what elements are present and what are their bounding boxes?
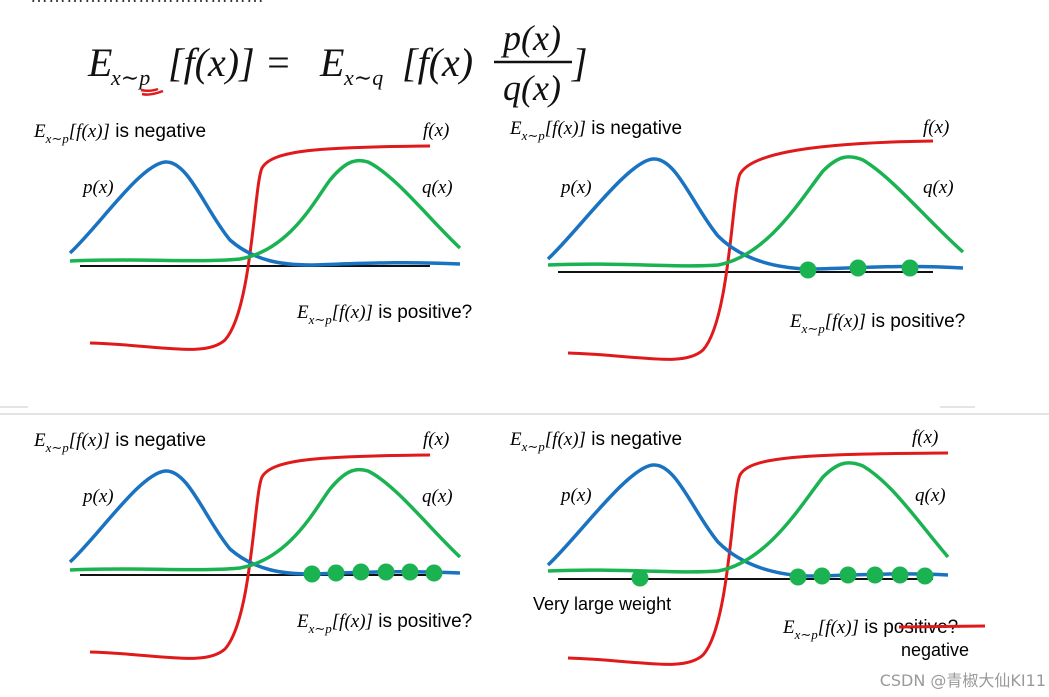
sample-point bbox=[799, 261, 817, 279]
sample-point bbox=[352, 563, 370, 581]
formula-lhs-subscript: x∼p bbox=[110, 65, 150, 90]
f-curve bbox=[567, 451, 949, 666]
pos-expectation-label: Ex∼p[f(x)] is positive? bbox=[782, 617, 958, 642]
panel-1: Ex∼p[f(x)] is negative f(x) p(x) q(x) Ex… bbox=[33, 120, 472, 351]
f-curve bbox=[89, 453, 431, 660]
neg-expectation-label: Ex∼p[f(x)] is negative bbox=[509, 118, 682, 143]
p-label: p(x) bbox=[81, 486, 114, 507]
sample-point bbox=[377, 563, 395, 581]
p-label: p(x) bbox=[559, 177, 592, 198]
neg-expectation-label: Ex∼p[f(x)] is negative bbox=[33, 430, 206, 455]
sample-point bbox=[401, 563, 419, 581]
formula-rhs-subscript: x∼q bbox=[343, 65, 383, 90]
formula-fraction-denominator: q(x) bbox=[503, 68, 561, 108]
q-curve bbox=[69, 158, 462, 263]
q-curve bbox=[69, 467, 462, 572]
red-underline-mark bbox=[140, 87, 164, 96]
q-label: q(x) bbox=[422, 486, 453, 507]
neg-expectation-label: Ex∼p[f(x)] is negative bbox=[509, 429, 682, 454]
f-label: f(x) bbox=[923, 117, 949, 138]
very-large-weight-label: Very large weight bbox=[533, 594, 671, 614]
pos-expectation-label: Ex∼p[f(x)] is positive? bbox=[296, 611, 472, 636]
panel-3: Ex∼p[f(x)] is negative f(x) p(x) q(x) Ex… bbox=[33, 429, 472, 660]
sample-point bbox=[425, 564, 443, 582]
sample-point bbox=[303, 565, 321, 583]
q-curve bbox=[547, 155, 965, 268]
f-label: f(x) bbox=[912, 427, 938, 448]
pos-expectation-label: Ex∼p[f(x)] is positive? bbox=[296, 302, 472, 327]
neg-expectation-label: Ex∼p[f(x)] is negative bbox=[33, 121, 206, 146]
formula-fraction-numerator: p(x) bbox=[500, 18, 561, 58]
panel-4: Ex∼p[f(x)] is negative f(x) p(x) q(x) Ve… bbox=[509, 427, 986, 666]
f-label: f(x) bbox=[423, 429, 449, 450]
formula-rhs-e: E bbox=[319, 40, 344, 85]
importance-sampling-formula: E x∼p [f(x)] = E x∼q [f(x) p(x) q(x) ] bbox=[87, 18, 588, 108]
q-label: q(x) bbox=[422, 177, 453, 198]
csdn-watermark: CSDN @青椒大仙KI11 bbox=[880, 671, 1046, 690]
formula-lhs-e: E bbox=[87, 40, 112, 85]
sample-point bbox=[839, 566, 857, 584]
f-label: f(x) bbox=[423, 120, 449, 141]
f-curve bbox=[567, 139, 934, 361]
large-weight-sample bbox=[631, 569, 649, 587]
sample-point bbox=[813, 567, 831, 585]
f-curve bbox=[89, 144, 431, 351]
sample-point bbox=[849, 259, 867, 277]
panel-2: Ex∼p[f(x)] is negative f(x) p(x) q(x) Ex… bbox=[509, 117, 965, 361]
formula-rhs-body: [f(x) bbox=[402, 40, 473, 85]
pos-expectation-label: Ex∼p[f(x)] is positive? bbox=[789, 311, 965, 336]
strikethrough-mark bbox=[898, 624, 986, 629]
sample-point bbox=[901, 259, 919, 277]
formula-close-bracket: ] bbox=[571, 40, 588, 85]
q-curve bbox=[547, 461, 950, 574]
sample-point bbox=[866, 566, 884, 584]
q-label: q(x) bbox=[923, 177, 954, 198]
sample-point bbox=[789, 568, 807, 586]
p-label: p(x) bbox=[559, 485, 592, 506]
sample-point bbox=[891, 566, 909, 584]
p-curve bbox=[68, 160, 461, 267]
p-curve bbox=[546, 157, 964, 271]
formula-lhs-body: [f(x)] = bbox=[168, 40, 292, 85]
p-label: p(x) bbox=[81, 177, 114, 198]
q-label: q(x) bbox=[915, 485, 946, 506]
sample-point bbox=[327, 564, 345, 582]
header-clipped-text: ………………………………… bbox=[30, 0, 264, 6]
sample-point bbox=[916, 567, 934, 585]
correction-label: negative bbox=[901, 640, 969, 660]
